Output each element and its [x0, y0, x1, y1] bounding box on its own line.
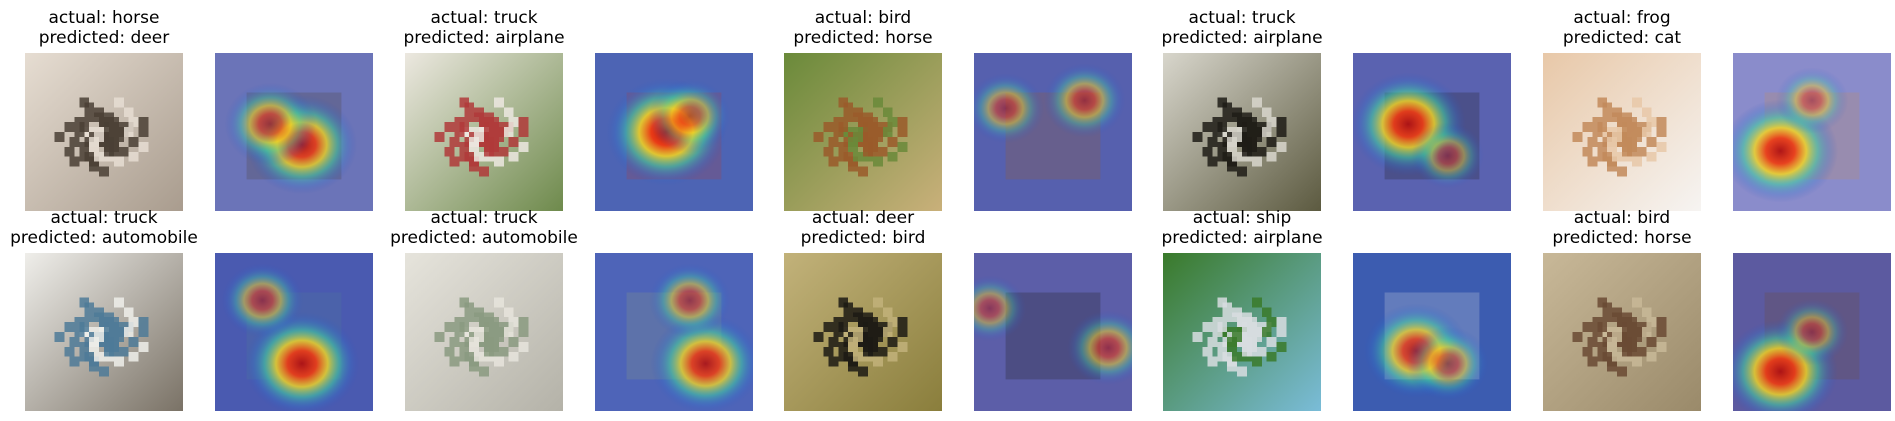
- gradcam-heatmap: [974, 253, 1132, 411]
- predicted-label: predicted: automobile: [10, 228, 198, 248]
- gradcam-heatmap: [595, 253, 753, 411]
- actual-label: actual: truck: [50, 208, 158, 228]
- input-image: [405, 53, 563, 211]
- gradcam-heatmap: [215, 53, 373, 211]
- predicted-label: predicted: automobile: [390, 228, 578, 248]
- panel-caption: actual: truck predicted: airplane: [1122, 8, 1362, 48]
- predicted-label: predicted: horse: [1552, 228, 1692, 248]
- actual-label: actual: deer: [811, 208, 915, 228]
- panel-caption: actual: deer predicted: bird: [743, 208, 983, 248]
- predicted-label: predicted: airplane: [1161, 228, 1323, 248]
- panel-caption: actual: truck predicted: automobile: [0, 208, 224, 248]
- actual-label: actual: truck: [430, 8, 538, 28]
- actual-label: actual: bird: [814, 8, 912, 28]
- predicted-label: predicted: cat: [1562, 28, 1682, 48]
- input-image: [1543, 53, 1701, 211]
- input-image: [25, 53, 183, 211]
- gradcam-heatmap: [595, 53, 753, 211]
- panel-caption: actual: truck predicted: airplane: [364, 8, 604, 48]
- gradcam-heatmap: [215, 253, 373, 411]
- actual-label: actual: ship: [1192, 208, 1292, 228]
- input-image: [1163, 53, 1321, 211]
- input-image: [784, 53, 942, 211]
- predicted-label: predicted: deer: [38, 28, 170, 48]
- panel-caption: actual: bird predicted: horse: [743, 8, 983, 48]
- panel-caption: actual: bird predicted: horse: [1502, 208, 1742, 248]
- actual-label: actual: truck: [1188, 8, 1296, 28]
- input-image: [25, 253, 183, 411]
- predicted-label: predicted: airplane: [1161, 28, 1323, 48]
- actual-label: actual: truck: [430, 208, 538, 228]
- predicted-label: predicted: bird: [800, 228, 926, 248]
- predicted-label: predicted: airplane: [403, 28, 565, 48]
- panel-caption: actual: truck predicted: automobile: [364, 208, 604, 248]
- gradcam-heatmap: [974, 53, 1132, 211]
- input-image: [1543, 253, 1701, 411]
- panel-caption: actual: horse predicted: deer: [0, 8, 224, 48]
- gradcam-heatmap: [1353, 253, 1511, 411]
- actual-label: actual: horse: [48, 8, 160, 28]
- gradcam-heatmap: [1733, 53, 1891, 211]
- predicted-label: predicted: horse: [793, 28, 933, 48]
- input-image: [405, 253, 563, 411]
- gradcam-heatmap: [1733, 253, 1891, 411]
- input-image: [784, 253, 942, 411]
- actual-label: actual: frog: [1573, 8, 1671, 28]
- actual-label: actual: bird: [1573, 208, 1671, 228]
- panel-caption: actual: frog predicted: cat: [1502, 8, 1742, 48]
- input-image: [1163, 253, 1321, 411]
- gradcam-heatmap: [1353, 53, 1511, 211]
- panel-caption: actual: ship predicted: airplane: [1122, 208, 1362, 248]
